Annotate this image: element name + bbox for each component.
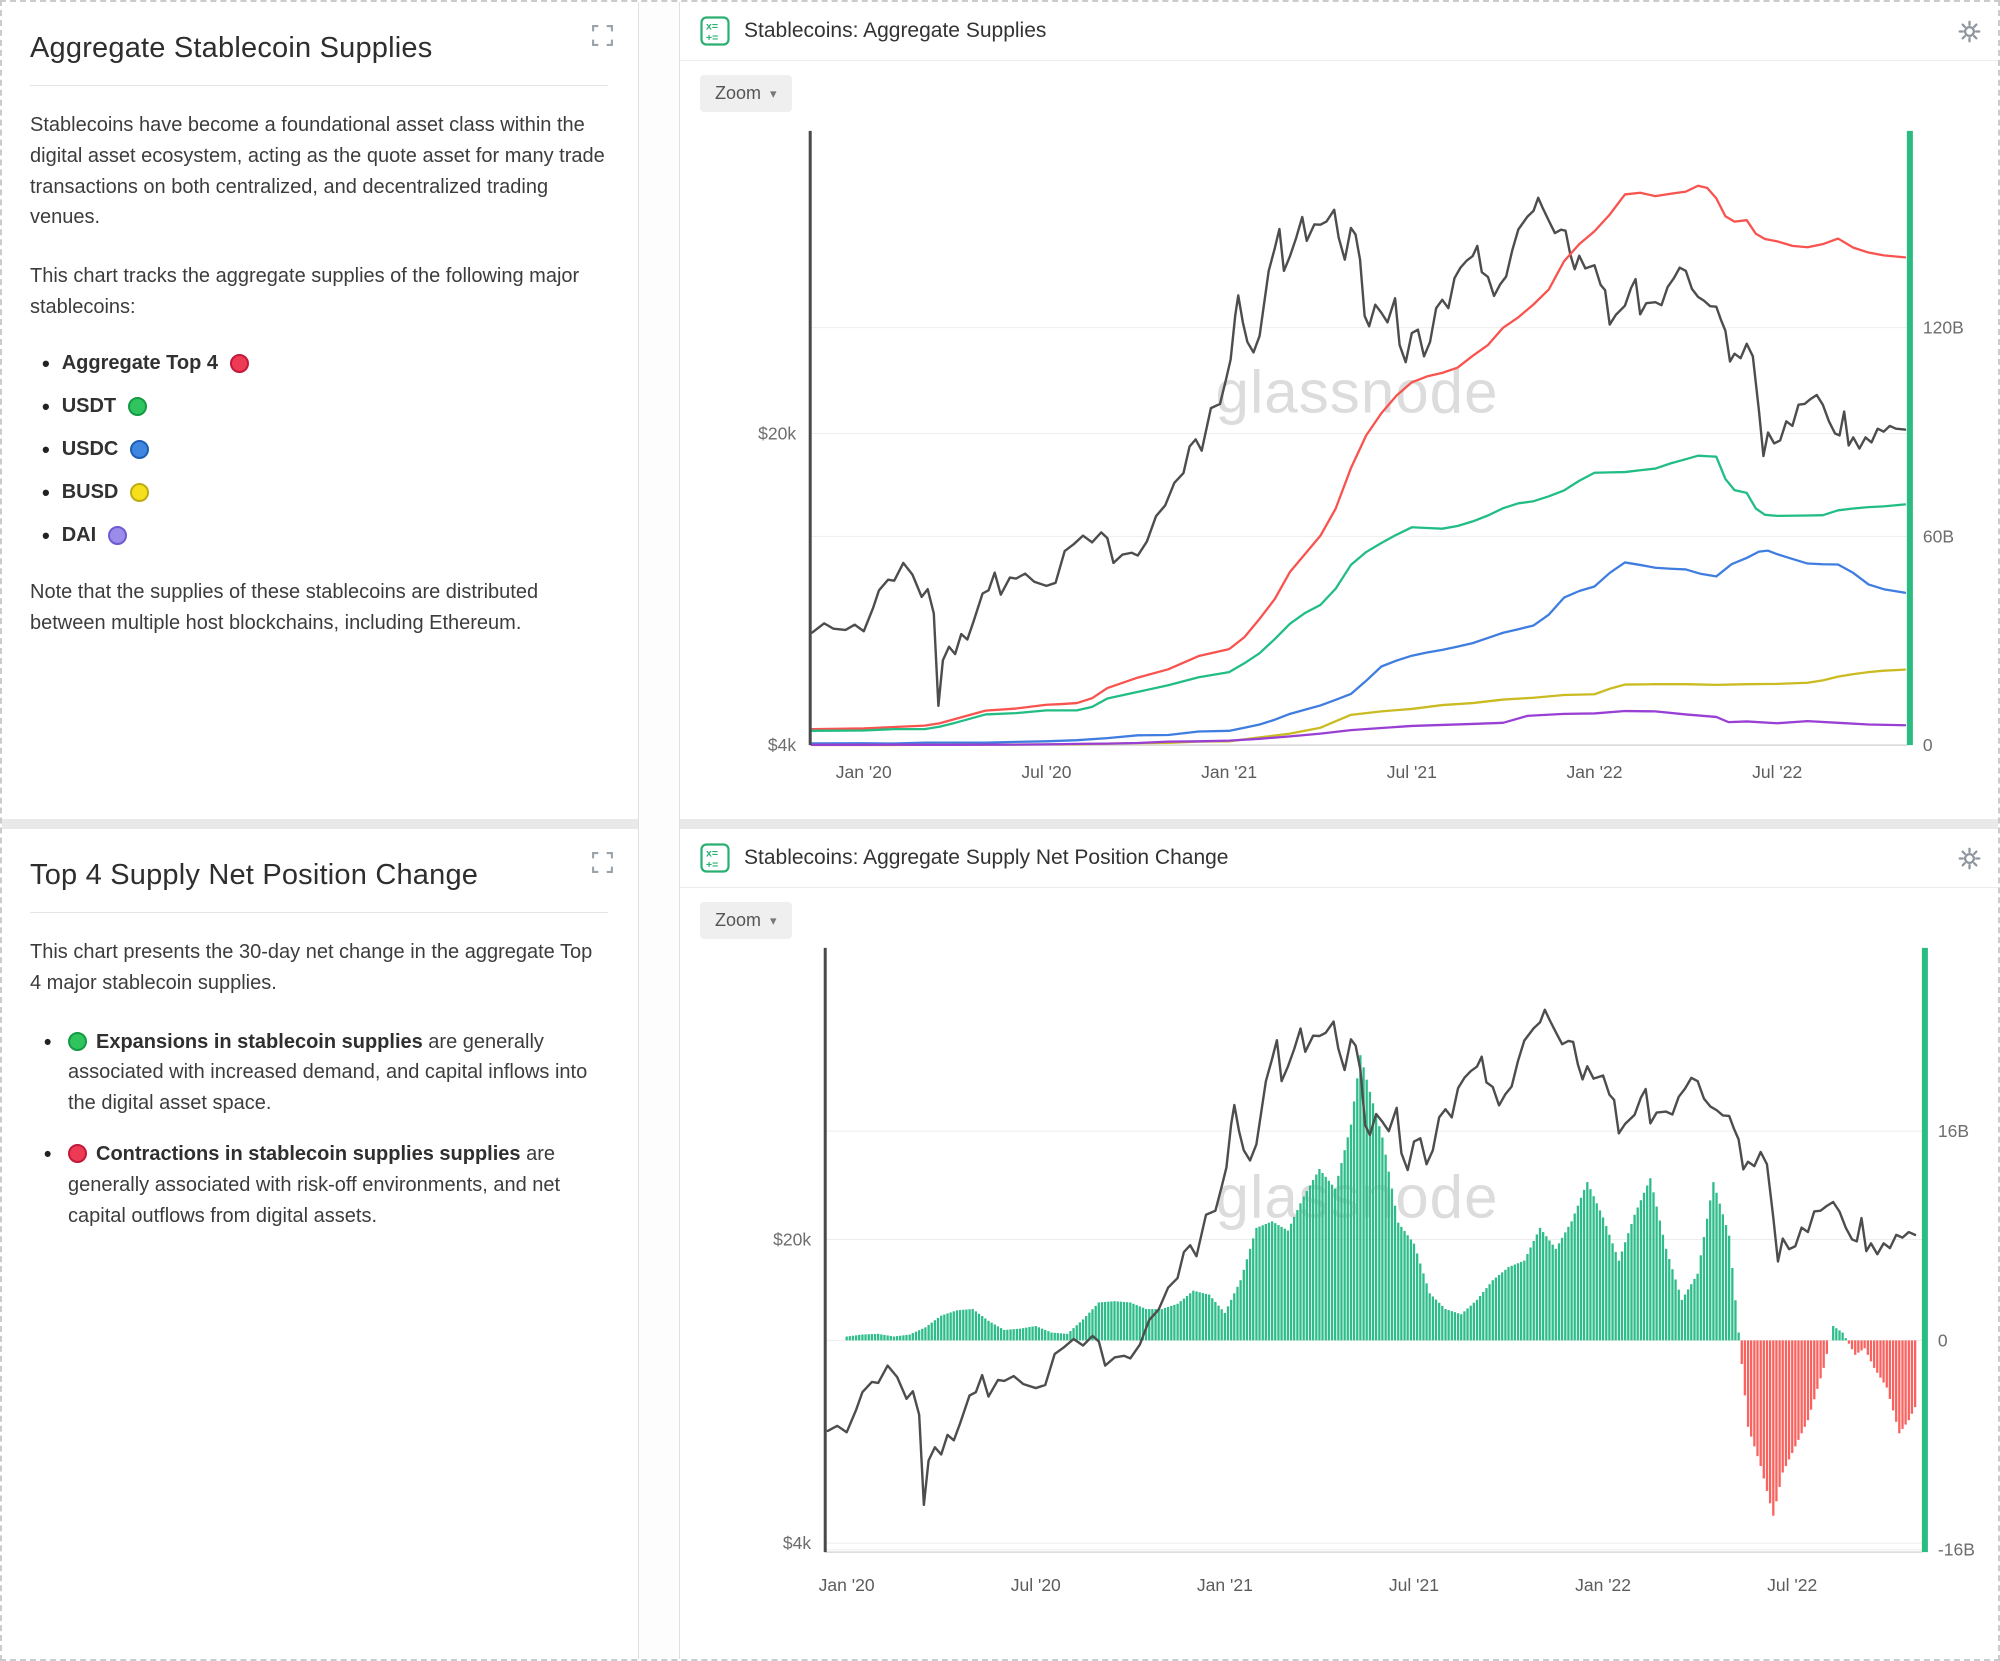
- svg-text:Jul '22: Jul '22: [1767, 1575, 1817, 1595]
- chart-section-net-position: x= += Stablecoins: Aggregate Supply Net P…: [680, 829, 1998, 1659]
- legend-item-usdc: USDC: [42, 437, 608, 463]
- chart-title: Stablecoins: Aggregate Supplies: [744, 19, 1047, 42]
- svg-text:60B: 60B: [1923, 526, 1954, 546]
- net-change-bullets: Expansions in stablecoin supplies are ge…: [30, 1027, 608, 1232]
- panel-net-position-change: Top 4 Supply Net Position Change This ch…: [2, 829, 638, 1659]
- panel-paragraph: This chart presents the 30-day net chang…: [30, 941, 593, 994]
- svg-text:120B: 120B: [1923, 318, 1964, 338]
- divider: [30, 85, 608, 86]
- chart-section-supplies: x= += Stablecoins: Aggregate Supplies Zoo…: [680, 2, 1998, 819]
- bullet-text: are generally associated with increased …: [68, 1030, 588, 1115]
- svg-text:Jan '22: Jan '22: [1567, 762, 1623, 782]
- bullet-bold-text: Expansions in stablecoin supplies: [96, 1030, 423, 1053]
- zoom-dropdown[interactable]: Zoom ▾: [700, 75, 792, 112]
- svg-text:$20k: $20k: [758, 424, 796, 444]
- text-column: Aggregate Stablecoin Supplies Stablecoin…: [2, 2, 639, 1659]
- panel-paragraph: Stablecoins have become a foundational a…: [30, 114, 605, 229]
- chevron-down-icon: ▾: [770, 912, 777, 928]
- chart-header: x= += Stablecoins: Aggregate Supply Net P…: [680, 829, 1998, 888]
- bullet-contractions: Contractions in stablecoin supplies supp…: [42, 1139, 608, 1231]
- svg-text:Jan '20: Jan '20: [836, 762, 892, 782]
- svg-text:Jan '20: Jan '20: [819, 1575, 875, 1595]
- expand-icon[interactable]: [591, 24, 614, 47]
- svg-text:Jul '21: Jul '21: [1389, 1575, 1439, 1595]
- panel-aggregate-supplies: Aggregate Stablecoin Supplies Stablecoin…: [2, 2, 638, 819]
- svg-text:$20k: $20k: [773, 1230, 811, 1250]
- metric-formula-icon[interactable]: x= +=: [700, 16, 730, 46]
- zoom-dropdown[interactable]: Zoom ▾: [700, 902, 792, 939]
- expand-icon[interactable]: [591, 851, 614, 874]
- svg-text:$4k: $4k: [768, 735, 797, 755]
- stablecoin-legend: Aggregate Top 4 USDT USDC BUSD DAI: [30, 351, 608, 549]
- bullet-text: are generally associated with risk-off e…: [68, 1142, 561, 1227]
- bullet-expansions: Expansions in stablecoin supplies are ge…: [42, 1027, 608, 1119]
- panel-paragraph: Note that the supplies of these stableco…: [30, 580, 539, 634]
- svg-text:0: 0: [1923, 735, 1933, 755]
- bullet-bold-text: Contractions in stablecoin supplies supp…: [96, 1142, 521, 1165]
- svg-text:Jul '22: Jul '22: [1752, 762, 1802, 782]
- green-dot-icon: [68, 1031, 87, 1051]
- svg-text:Jan '21: Jan '21: [1201, 762, 1257, 782]
- legend-label: BUSD: [61, 481, 119, 504]
- chevron-down-icon: ▾: [770, 85, 777, 101]
- settings-gear-icon[interactable]: [1957, 19, 1982, 44]
- legend-item-dai: DAI: [42, 523, 608, 549]
- panel-title: Aggregate Stablecoin Supplies: [30, 32, 433, 64]
- blue-dot-icon: [130, 440, 150, 460]
- svg-text:+=: +=: [706, 32, 718, 44]
- svg-text:Jan '22: Jan '22: [1575, 1575, 1631, 1595]
- panel-paragraph: This chart tracks the aggregate supplies…: [30, 265, 580, 318]
- legend-item-busd: BUSD: [42, 480, 608, 506]
- svg-text:Jul '20: Jul '20: [1021, 762, 1071, 782]
- chart-column: x= += Stablecoins: Aggregate Supplies Zoo…: [679, 2, 1998, 1659]
- svg-text:x=: x=: [706, 21, 718, 33]
- green-dot-icon: [128, 397, 148, 417]
- legend-label: USDC: [61, 438, 119, 461]
- column-gutter: [639, 2, 679, 1659]
- svg-text:16B: 16B: [1938, 1121, 1969, 1141]
- svg-text:Jul '21: Jul '21: [1387, 762, 1437, 782]
- svg-text:Jan '21: Jan '21: [1197, 1575, 1253, 1595]
- yellow-dot-icon: [130, 483, 150, 503]
- svg-text:$4k: $4k: [783, 1533, 812, 1553]
- red-dot-icon: [68, 1143, 87, 1163]
- chart-header: x= += Stablecoins: Aggregate Supplies: [680, 2, 1998, 61]
- chart-title: Stablecoins: Aggregate Supply Net Positi…: [744, 846, 1229, 869]
- svg-text:-16B: -16B: [1938, 1540, 1975, 1560]
- legend-label: USDT: [61, 395, 117, 418]
- panel-title: Top 4 Supply Net Position Change: [30, 859, 479, 891]
- legend-item-usdt: USDT: [42, 394, 608, 420]
- zoom-label: Zoom: [715, 910, 762, 930]
- zoom-label: Zoom: [715, 83, 762, 103]
- svg-text:+=: +=: [706, 859, 718, 871]
- red-dot-icon: [230, 354, 250, 374]
- svg-text:0: 0: [1938, 1330, 1948, 1350]
- settings-gear-icon[interactable]: [1957, 846, 1982, 871]
- legend-label: DAI: [61, 524, 97, 547]
- purple-dot-icon: [108, 526, 128, 546]
- metric-formula-icon[interactable]: x= +=: [700, 843, 730, 873]
- svg-text:x=: x=: [706, 848, 718, 860]
- divider: [30, 912, 608, 913]
- chart-body: Zoom ▾ glassnode $20k $4k 120B 60B 0 Jan '20 Jul…: [680, 61, 1998, 819]
- svg-text:Jul '20: Jul '20: [1011, 1575, 1061, 1595]
- legend-item-aggregate: Aggregate Top 4: [42, 351, 608, 377]
- legend-label: Aggregate Top 4: [61, 352, 219, 375]
